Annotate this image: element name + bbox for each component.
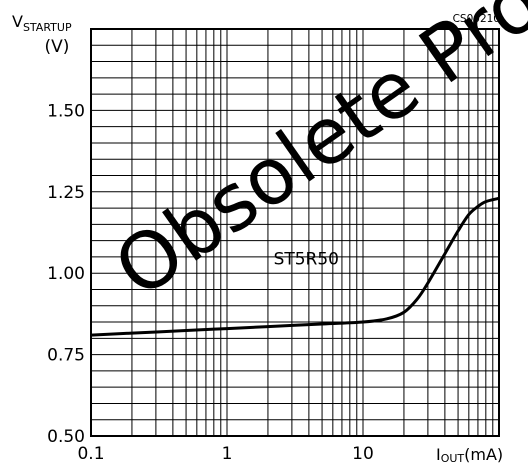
x-tick-label: 1: [222, 444, 233, 464]
plot-frame: [90, 28, 500, 437]
series-point: [403, 311, 405, 313]
series-point: [131, 332, 133, 334]
y-tick-label: 1.00: [47, 264, 85, 284]
series-point: [485, 201, 487, 203]
series-point: [477, 205, 479, 207]
y-tick-label: 1.50: [47, 101, 85, 121]
series-point: [427, 282, 429, 284]
y-axis-label: VSTARTUP: [12, 12, 72, 34]
series-point: [267, 326, 269, 328]
series-point: [444, 253, 446, 255]
series-point: [185, 330, 187, 332]
series-point: [468, 214, 470, 216]
y-tick-label: 0.75: [47, 346, 85, 366]
x-tick-label: 10: [352, 444, 374, 464]
series-point: [362, 321, 364, 323]
series-point: [416, 298, 418, 300]
series-point: [386, 318, 388, 320]
y-tick-labels: 0.50 0.75 1.00 1.25 1.50: [47, 101, 85, 447]
x-tick-labels: 0.1 1 10: [77, 444, 373, 464]
series-point: [90, 334, 92, 336]
series-point: [321, 323, 323, 325]
x-axis-label: IOUT(mA): [436, 445, 503, 465]
series-point: [226, 328, 228, 330]
series-annotation: ST5R50: [274, 250, 339, 270]
y-tick-label: 1.25: [47, 183, 85, 203]
series-point: [498, 197, 500, 199]
x-tick-label: 0.1: [77, 444, 104, 464]
y-axis-unit: (V): [45, 37, 70, 57]
figure-code: CS00210: [453, 13, 500, 25]
y-tick-label: 0.50: [47, 427, 85, 447]
series-layer: [90, 196, 500, 337]
series-point: [457, 230, 459, 232]
